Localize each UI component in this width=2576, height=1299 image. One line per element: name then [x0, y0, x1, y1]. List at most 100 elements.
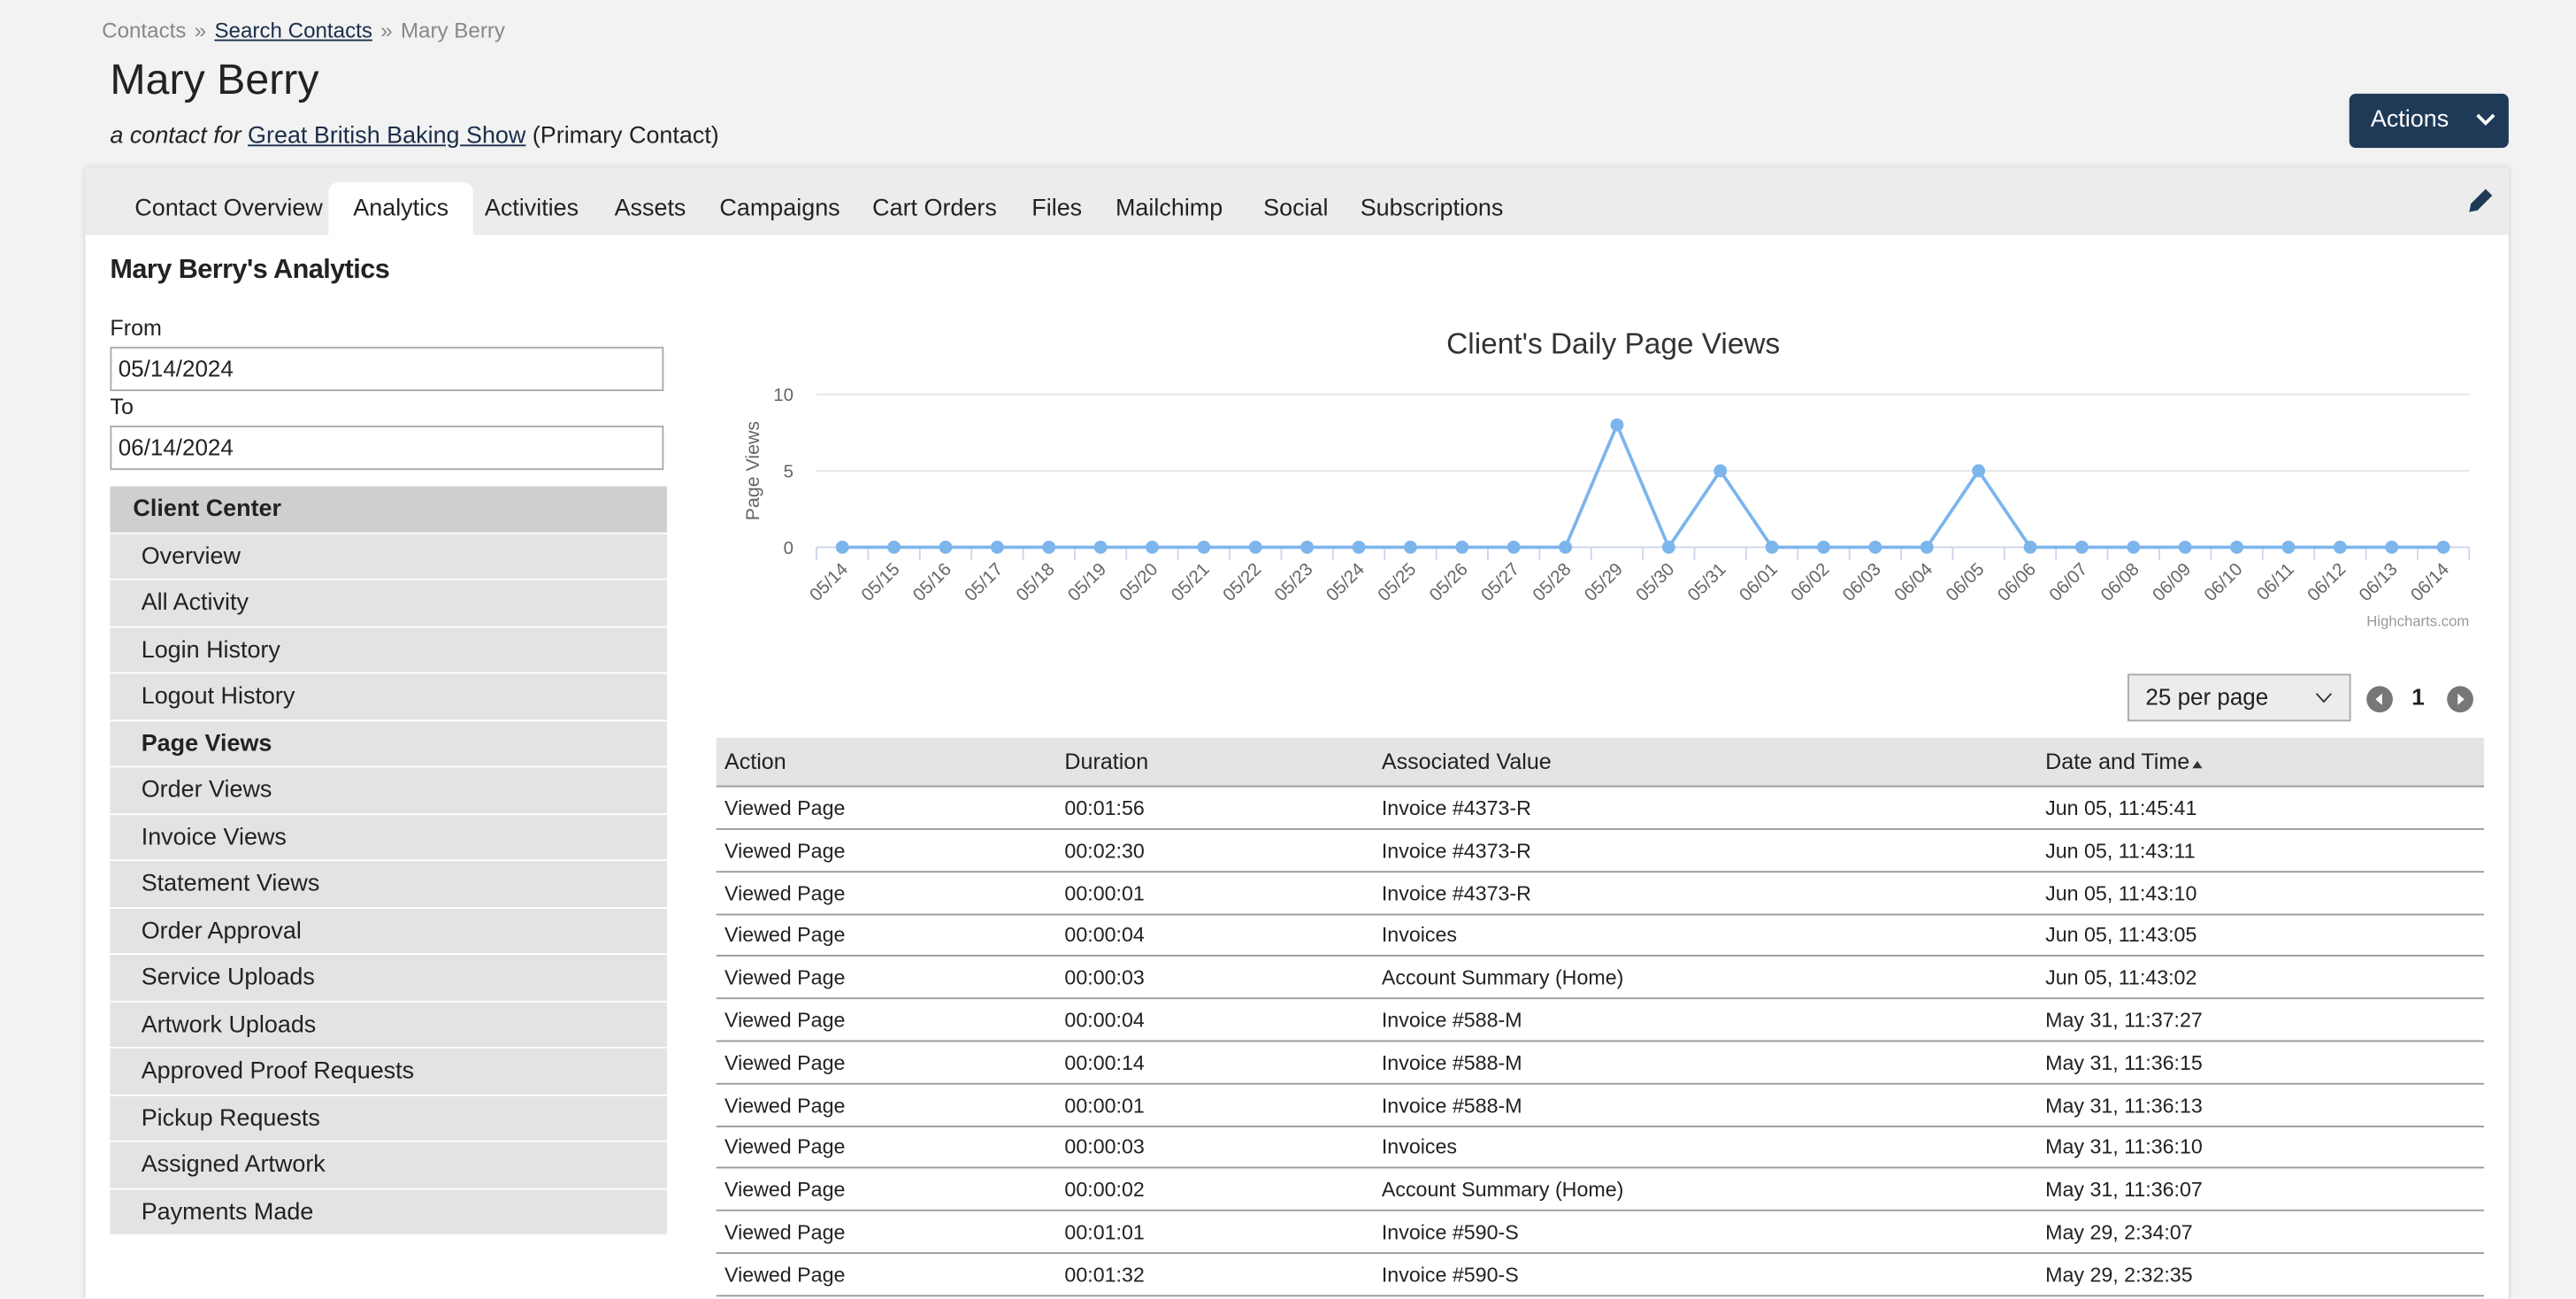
sidebar-item[interactable]: Login History	[110, 626, 668, 674]
point	[2023, 541, 2037, 554]
point	[2333, 541, 2347, 554]
tab[interactable]: Contact Overview	[134, 196, 323, 222]
table-cell: Account Summary (Home)	[1381, 1178, 1624, 1202]
table-cell: Jun 05, 11:43:10	[2045, 881, 2197, 905]
sidebar-item[interactable]: Service Uploads	[110, 955, 668, 1002]
point	[1352, 541, 1366, 554]
tab[interactable]: Mailchimp	[1116, 196, 1223, 222]
line	[842, 420, 2444, 551]
point	[1817, 541, 1830, 554]
page-title: Mary Berry	[110, 54, 319, 104]
column-header[interactable]: Associated Value	[1381, 749, 1552, 774]
x-tick-label: 05/26	[1426, 559, 1472, 605]
table-row	[716, 1169, 2485, 1212]
sidebar-item[interactable]: All Activity	[110, 580, 668, 627]
sidebar-item[interactable]: Statement Views	[110, 861, 668, 909]
table-cell: Viewed Page	[724, 1220, 846, 1244]
tab[interactable]: Cart Orders	[872, 196, 997, 222]
tab[interactable]: Files	[1031, 196, 1083, 222]
next-page[interactable]	[2446, 685, 2474, 713]
table-cell: Viewed Page	[724, 1094, 846, 1118]
table-cell: May 31, 11:36:13	[2045, 1094, 2203, 1118]
sidebar-item[interactable]: Page Views	[110, 720, 668, 768]
tab[interactable]: Assets	[614, 196, 686, 222]
table-cell: Invoice #590-S	[1381, 1220, 1519, 1244]
column-header[interactable]: Duration	[1064, 749, 1149, 774]
x-tick-label: 06/12	[2304, 559, 2350, 605]
prev-page[interactable]	[2365, 685, 2394, 713]
breadcrumb: Contacts » Search Contacts » Mary Berry	[102, 18, 513, 42]
tab[interactable]: Subscriptions	[1360, 196, 1504, 222]
point	[1455, 541, 1469, 554]
from-input[interactable]: 05/14/2024	[110, 346, 664, 392]
x-tick-label: 05/31	[1684, 559, 1730, 605]
table-cell: Viewed Page	[724, 1178, 846, 1202]
crumb-separator: »	[194, 18, 207, 43]
sidebar-item[interactable]: Pickup Requests	[110, 1095, 668, 1142]
point	[1093, 541, 1108, 554]
sidebar-item[interactable]: Order Views	[110, 767, 668, 815]
table-row	[716, 1042, 2485, 1085]
table-row	[716, 788, 2485, 830]
column-header[interactable]: Date and Time	[2045, 738, 2203, 788]
table-cell: 00:00:01	[1064, 1094, 1145, 1118]
tab[interactable]: Social	[1263, 196, 1329, 222]
sidebar-item[interactable]: Invoice Views	[110, 814, 668, 862]
chart-credit: Highcharts.com	[2366, 613, 2469, 630]
table-cell: Viewed Page	[724, 1051, 846, 1075]
company-link[interactable]: Great British Baking Show	[248, 123, 526, 150]
tab[interactable]: Analytics	[328, 182, 473, 235]
x-tick-label: 06/09	[2149, 559, 2195, 605]
x-tick-label: 05/16	[909, 559, 955, 605]
y-tick-label: 0	[784, 539, 794, 558]
y-axis-title: Page Views	[742, 421, 763, 520]
x-tick-label: 06/05	[1943, 559, 1989, 605]
tab[interactable]: Campaigns	[719, 196, 840, 222]
per-page-select[interactable]: 25 per page	[2128, 673, 2351, 722]
crumb[interactable]: Contacts	[102, 18, 187, 43]
sidebar-item[interactable]: Assigned Artwork	[110, 1141, 668, 1189]
table-cell: May 29, 2:34:07	[2045, 1220, 2193, 1244]
table-row	[716, 914, 2485, 957]
sidebar-item[interactable]: Overview	[110, 533, 668, 580]
x-tick-label: 05/23	[1271, 559, 1317, 605]
crumb-current: Mary Berry	[400, 18, 505, 43]
table-cell: Invoice #588-M	[1381, 1051, 1522, 1075]
table-cell: May 31, 11:36:10	[2045, 1136, 2203, 1160]
table-cell: May 31, 11:36:15	[2045, 1051, 2203, 1075]
point	[1197, 541, 1211, 554]
sidebar-item[interactable]: Logout History	[110, 673, 668, 721]
sidebar-item[interactable]: Payments Made	[110, 1188, 668, 1236]
table-cell: May 29, 2:32:35	[2045, 1263, 2193, 1287]
table-cell: Viewed Page	[724, 796, 846, 820]
crumb-link[interactable]: Search Contacts	[214, 18, 372, 43]
point	[1506, 541, 1521, 554]
edit-icon[interactable]	[2466, 186, 2496, 215]
table-cell: Invoices	[1381, 924, 1458, 948]
point	[2074, 541, 2089, 554]
to-input[interactable]: 06/14/2024	[110, 426, 664, 471]
table-cell: 00:00:04	[1064, 1009, 1145, 1033]
point	[1868, 541, 1882, 554]
sidebar-header: Client Center	[110, 486, 668, 534]
crumb-separator: »	[380, 18, 393, 43]
table-cell: 00:01:32	[1064, 1263, 1145, 1287]
point	[2436, 541, 2450, 554]
actions-button[interactable]: Actions	[2349, 93, 2509, 149]
point	[1559, 541, 1572, 554]
x-tick-label: 06/02	[1788, 559, 1834, 605]
table-cell: Viewed Page	[724, 924, 846, 948]
table-header	[716, 737, 2485, 788]
table-cell: Viewed Page	[724, 1136, 846, 1160]
tab[interactable]: Activities	[484, 196, 579, 222]
column-header[interactable]: Action	[724, 749, 786, 774]
sidebar-item[interactable]: Artwork Uploads	[110, 1001, 668, 1049]
sidebar-item[interactable]: Order Approval	[110, 908, 668, 956]
panel-title: Mary Berry's Analytics	[110, 254, 390, 285]
sidebar-item[interactable]: Approved Proof Requests	[110, 1048, 668, 1095]
x-tick-label: 06/04	[1891, 559, 1937, 605]
table-cell: 00:02:30	[1064, 839, 1145, 863]
x-tick-label: 05/18	[1013, 559, 1059, 605]
point	[2127, 541, 2141, 554]
